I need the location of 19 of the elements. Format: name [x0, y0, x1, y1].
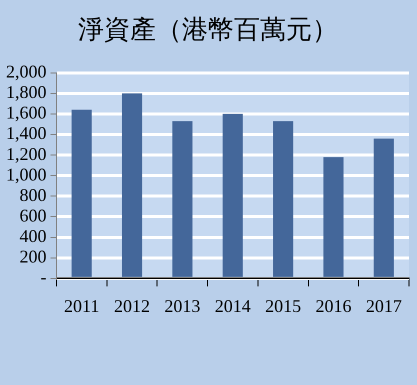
y-tick-label: 800 [20, 184, 46, 205]
y-tick-label: - [40, 267, 46, 288]
chart-title: 淨資產（港幣百萬元） [78, 14, 338, 47]
y-tick-label: 1,800 [6, 82, 46, 102]
x-tick-label: 2016 [315, 296, 352, 316]
x-tick-label: 2014 [214, 296, 251, 316]
y-tick-label: 1,400 [6, 123, 46, 144]
y-tick-label: 400 [20, 226, 46, 246]
y-tick-label: 200 [20, 246, 46, 267]
y-tick-label: 600 [20, 205, 46, 226]
x-tick-label: 2015 [265, 296, 302, 316]
y-tick-label: 1,000 [6, 164, 46, 184]
x-tick-label: 2011 [64, 296, 100, 316]
x-tick-label: 2012 [114, 296, 150, 316]
y-tick-label: 1,600 [6, 102, 46, 123]
y-tick-label: 2,000 [6, 62, 46, 82]
x-tick-label: 2017 [366, 296, 402, 316]
y-tick-label: 1,200 [6, 144, 46, 164]
x-tick-label: 2013 [164, 296, 200, 316]
